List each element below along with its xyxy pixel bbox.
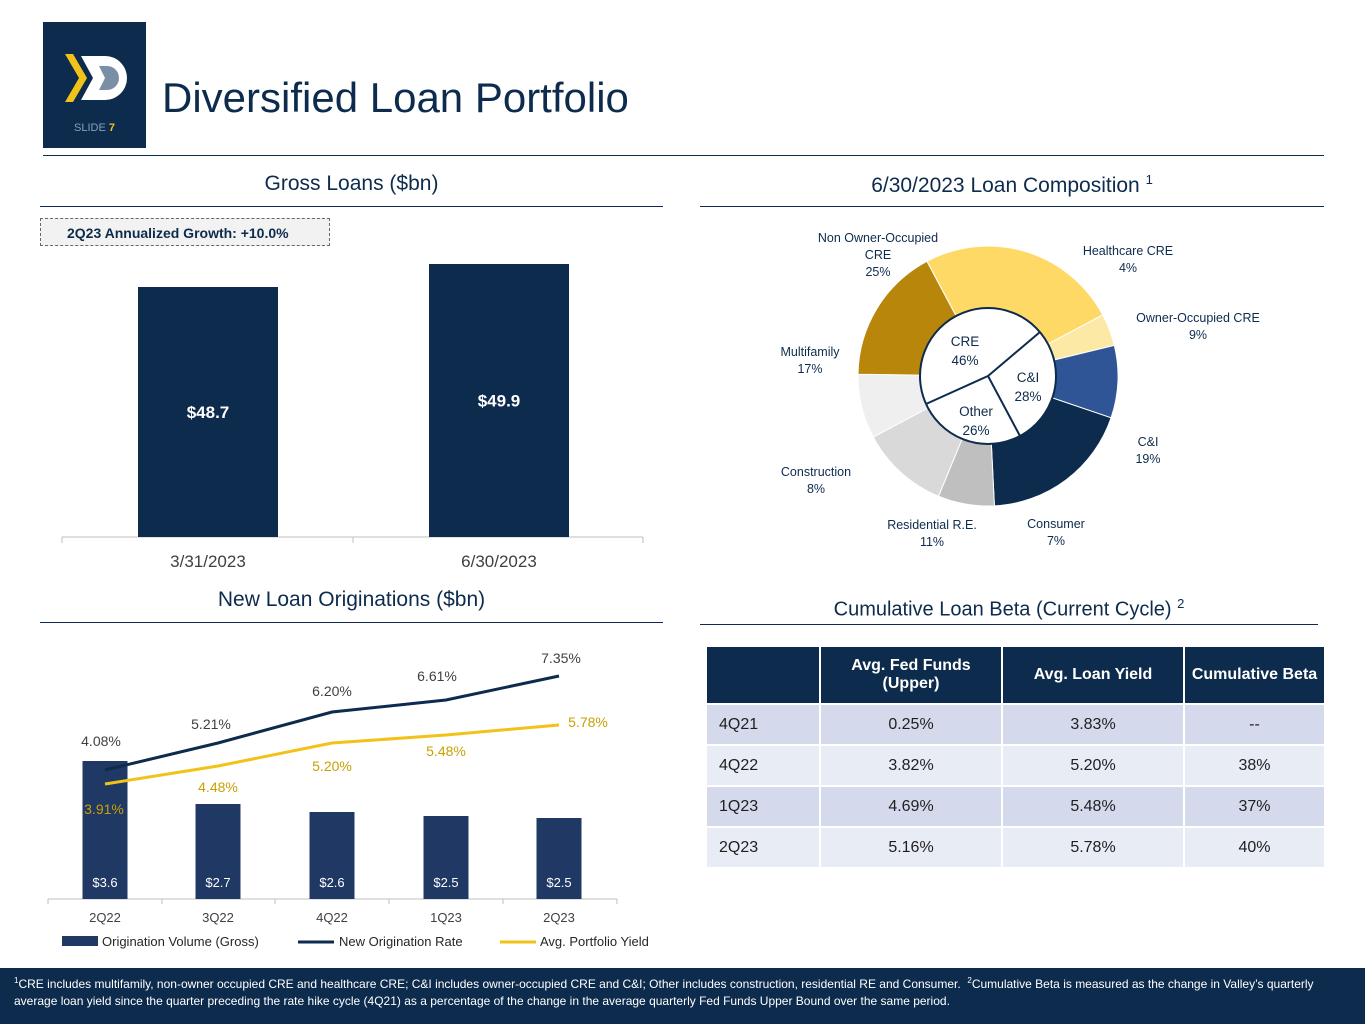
inner-group-label: CRE 46%: [951, 334, 980, 368]
fed-funds-cell: 4.69%: [821, 787, 1001, 826]
loan-yield-cell: 5.48%: [1003, 787, 1183, 826]
title-divider: [43, 155, 1324, 156]
fed-funds-cell: 5.16%: [821, 828, 1001, 867]
beta-cell: 38%: [1185, 746, 1324, 785]
originations-chart: $3.6 2Q22 $2.7 3Q22 $2.6 4Q22 $2.5 1Q23 $2.5 2Q23…: [47, 650, 649, 949]
bar-value-label: $48.7: [187, 403, 230, 422]
quarter-cell: 4Q21: [707, 705, 819, 744]
slice-label: C&I 19%: [1135, 435, 1160, 466]
beta-header-row: Avg. Fed Funds (Upper) Avg. Loan Yield C…: [707, 647, 1324, 703]
yield-data-label: 3.91%: [84, 801, 124, 817]
beta-header-loan-yield: Avg. Loan Yield: [1003, 647, 1183, 703]
volume-bar-label: $2.7: [205, 875, 230, 890]
inner-divider: [987, 375, 1021, 437]
beta-cell: 40%: [1185, 828, 1324, 867]
growth-note: 2Q23 Annualized Growth: +10.0%: [40, 218, 330, 246]
loan-yield-cell: 5.20%: [1003, 746, 1183, 785]
rate-data-label: 6.61%: [417, 668, 457, 684]
slice-label: Non Owner-Occupied CRE 25%: [818, 231, 938, 279]
table-row: 4Q22 3.82% 5.20% 38%: [707, 746, 1324, 785]
x-tick-label: 3Q22: [202, 910, 234, 925]
rate-data-label: 7.35%: [541, 650, 581, 666]
rate-data-label: 5.21%: [191, 716, 231, 732]
inner-divider: [987, 331, 1041, 377]
rate-data-label: 4.08%: [81, 733, 121, 749]
volume-bar-label: $2.6: [319, 875, 344, 890]
bar: [138, 287, 278, 537]
volume-bar-label: $2.5: [433, 875, 458, 890]
legend-label: Avg. Portfolio Yield: [540, 934, 649, 949]
volume-bar: [536, 818, 582, 899]
fed-funds-cell: 3.82%: [821, 746, 1001, 785]
beta-cell: --: [1185, 705, 1324, 744]
slice-label: Healthcare CRE 4%: [1083, 244, 1173, 275]
slice-label: Construction 8%: [781, 465, 851, 496]
volume-bar-label: $2.5: [546, 875, 571, 890]
slice-label: Owner-Occupied CRE 9%: [1136, 311, 1260, 342]
inner-group-label: C&I 28%: [1014, 370, 1041, 404]
footnote-1: CRE includes multifamily, non-owner occu…: [18, 977, 961, 991]
gross-loans-chart: $48.7 3/31/2023 $49.9 6/30/2023: [61, 264, 644, 571]
composition-divider: [700, 206, 1324, 207]
yield-data-label: 5.48%: [426, 743, 466, 759]
footnote-2: Cumulative Beta is measured as the chang…: [14, 977, 1314, 1008]
x-tick-label: 4Q22: [316, 910, 348, 925]
slice-label: Multifamily 17%: [780, 345, 840, 376]
volume-bar: [195, 804, 241, 899]
table-row: 4Q21 0.25% 3.83% --: [707, 705, 1324, 744]
table-row: 2Q23 5.16% 5.78% 40%: [707, 828, 1324, 867]
beta-header-quarter: [707, 647, 819, 703]
legend-label: New Origination Rate: [339, 934, 463, 949]
legend-label: Origination Volume (Gross): [102, 934, 259, 949]
inner-divider: [925, 375, 989, 405]
yield-data-label: 5.20%: [312, 758, 352, 774]
logo-mark-icon: [65, 54, 127, 102]
legend-swatch-volume: [62, 936, 98, 946]
fed-funds-cell: 0.25%: [821, 705, 1001, 744]
yield-data-label: 5.78%: [568, 714, 608, 730]
composition-title: 6/30/2023 Loan Composition 1: [871, 172, 1153, 197]
x-tick-label: 1Q23: [430, 910, 462, 925]
page-title: Diversified Loan Portfolio: [162, 74, 629, 121]
gross-loans-title: Gross Loans ($bn): [264, 172, 439, 195]
company-logo: SLIDE 7: [43, 22, 146, 148]
x-tick-label: 2Q23: [543, 910, 575, 925]
x-tick-label: 2Q22: [89, 910, 121, 925]
bar-value-label: $49.9: [478, 392, 521, 411]
beta-header-cumulative-beta: Cumulative Beta: [1185, 647, 1324, 703]
x-tick-label: 3/31/2023: [170, 552, 246, 571]
volume-bar: [309, 812, 355, 899]
rate-data-label: 6.20%: [312, 683, 352, 699]
loan-composition-chart: Non Owner-Occupied CRE 25% Healthcare CRE 4%…: [780, 231, 1260, 549]
beta-table: Avg. Fed Funds (Upper) Avg. Loan Yield C…: [705, 645, 1326, 869]
gross-loans-divider: [40, 206, 663, 207]
slice-label: Consumer 7%: [1027, 517, 1085, 548]
beta-header-fed-funds: Avg. Fed Funds (Upper): [821, 647, 1001, 703]
beta-divider: [700, 624, 1318, 625]
volume-bar-label: $3.6: [92, 875, 117, 890]
slice-label: Residential R.E. 11%: [887, 518, 977, 549]
yield-data-label: 4.48%: [198, 779, 238, 795]
loan-yield-cell: 5.78%: [1003, 828, 1183, 867]
originations-divider: [40, 622, 663, 623]
quarter-cell: 2Q23: [707, 828, 819, 867]
avg-portfolio-yield-line: [104, 723, 560, 786]
new-origination-rate-line: [104, 674, 560, 772]
inner-group-label: Other 26%: [959, 404, 993, 438]
volume-bar: [423, 816, 469, 899]
quarter-cell: 1Q23: [707, 787, 819, 826]
loan-yield-cell: 3.83%: [1003, 705, 1183, 744]
slide-number: SLIDE 7: [74, 122, 115, 134]
bar: [429, 264, 569, 537]
originations-title: New Loan Originations ($bn): [217, 588, 486, 611]
footnotes: 1CRE includes multifamily, non-owner occ…: [0, 968, 1365, 1024]
table-row: 1Q23 4.69% 5.48% 37%: [707, 787, 1324, 826]
x-tick-label: 6/30/2023: [461, 552, 537, 571]
quarter-cell: 4Q22: [707, 746, 819, 785]
beta-title: Cumulative Loan Beta (Current Cycle) 2: [833, 596, 1185, 621]
beta-cell: 37%: [1185, 787, 1324, 826]
